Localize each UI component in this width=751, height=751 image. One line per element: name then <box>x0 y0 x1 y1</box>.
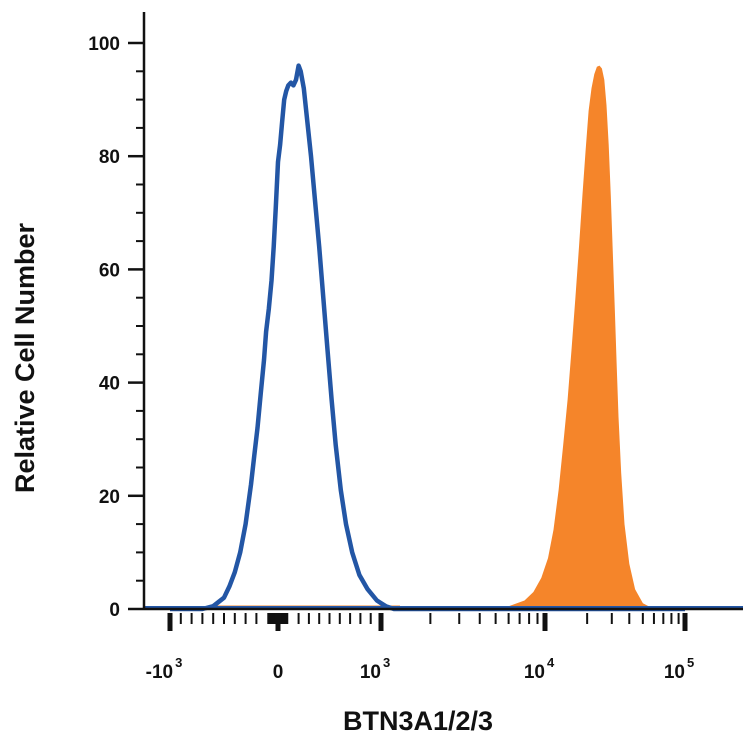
x-axis-ticks: -10 3 0 10 3 10 4 10 5 <box>146 613 694 683</box>
y-tick-label: 60 <box>99 260 120 281</box>
y-tick-label: 80 <box>99 147 120 168</box>
x-tick-label: 0 <box>273 662 284 683</box>
y-tick-label: 40 <box>99 374 120 395</box>
y-tick-label: 20 <box>99 487 120 508</box>
y-axis-title: Relative Cell Number <box>10 222 40 493</box>
x-tick-label: 10 5 <box>664 655 694 683</box>
y-tick-label: 100 <box>88 34 120 55</box>
outline-histogram-series <box>170 63 685 612</box>
y-axis-ticks: 0 20 40 60 80 100 <box>88 34 144 621</box>
filled-histogram-series <box>470 65 654 610</box>
x-tick-label: 10 4 <box>524 655 555 683</box>
x-tick-label: -10 3 <box>146 655 183 683</box>
x-tick-label: 10 3 <box>360 655 390 683</box>
plot-frame <box>142 12 743 611</box>
outline-histogram-layer <box>144 63 743 612</box>
y-tick-label: 0 <box>109 600 120 621</box>
x-axis-title: BTN3A1/2/3 <box>343 706 493 736</box>
